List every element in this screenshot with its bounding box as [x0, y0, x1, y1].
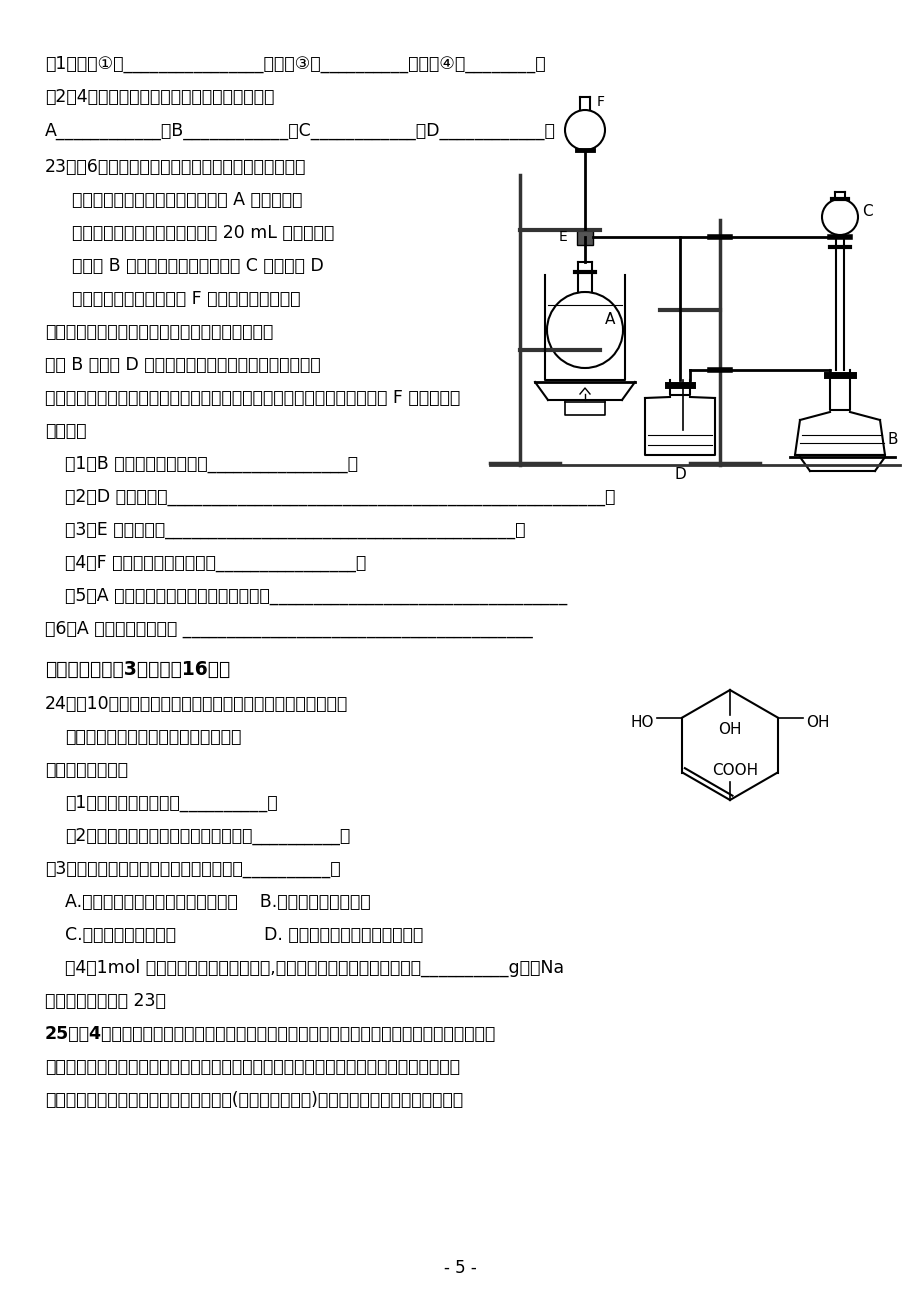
Text: （4）1mol 芙草酸与足量的金属销反应,理论上最多可以消耗销的质量为__________g。（Na: （4）1mol 芙草酸与足量的金属销反应,理论上最多可以消耗销的质量为_____…: [65, 959, 563, 978]
Bar: [576, 229, 593, 244]
Text: 流入 B 中，则 D 中导管口有气泡产生。此时水浴加热，: 流入 B 中，则 D 中导管口有气泡产生。此时水浴加热，: [45, 356, 321, 374]
Text: A.与酸性高锶酸锇溶液发生氧化反应    B.与溨水发生取代反应: A.与酸性高锶酸锇溶液发生氧化反应 B.与溨水发生取代反应: [65, 893, 370, 911]
Text: 锥形瓶 B 中盛放浓盐酸；分液漏斗 C 和广口瓶 D: 锥形瓶 B 中盛放浓盐酸；分液漏斗 C 和广口瓶 D: [72, 257, 323, 276]
Text: （3）E 管的作用是________________________________________；: （3）E 管的作用是______________________________…: [65, 521, 525, 540]
Text: 中分别盛浓硫酸；干燥管 F 中填满碱石灰；烧杆: 中分别盛浓硫酸；干燥管 F 中填满碱石灰；烧杆: [72, 290, 301, 308]
Text: HO: HO: [630, 715, 653, 731]
Text: （达菲）的原料。芙草酸的结构式如下: （达菲）的原料。芙草酸的结构式如下: [65, 728, 241, 746]
Text: （1）试剂①是________________，操作③是__________，试剂④为________；: （1）试剂①是________________，操作③是__________，试…: [45, 55, 545, 73]
Text: 玉米经深加工提炼出酒精，再与汽油按一定比例混合成乙醇汽油，在我国正得到广泛应用。: 玉米经深加工提炼出酒精，再与汽油按一定比例混合成乙醇汽油，在我国正得到广泛应用。: [45, 1058, 460, 1076]
Text: 发生化学反应。过几分钟，无水硫酸铜粉末由无色变为蓝色，生成的气体从 F 顶端逢出。: 发生化学反应。过几分钟，无水硫酸铜粉末由无色变为蓝色，生成的气体从 F 顶端逢出…: [45, 389, 460, 407]
Text: F: F: [596, 95, 605, 109]
Text: 制的无水硫酸铜粉末，并加入约 20 mL 无水乙醇；: 制的无水硫酸铜粉末，并加入约 20 mL 无水乙醇；: [72, 224, 334, 242]
Text: C: C: [861, 204, 872, 220]
Text: C.与醉酸发生酯化反应                D. 与氢氧化销溶液发生中和反应: C.与醉酸发生酯化反应 D. 与氢氧化销溶液发生中和反应: [65, 926, 423, 944]
Text: 的相对原子质量为 23）: 的相对原子质量为 23）: [45, 992, 165, 1010]
Text: COOH: COOH: [711, 763, 757, 777]
Text: - 5 -: - 5 -: [443, 1258, 476, 1277]
Text: （3）芙草酸不可能发生的化学反应类型是__________。: （3）芙草酸不可能发生的化学反应类型是__________。: [45, 861, 340, 878]
Text: 四．（本题包括3小题，全16分）: 四．（本题包括3小题，全16分）: [45, 660, 230, 679]
Text: 作水浴器。当打开分液漏斗的活塞后，由于浓硫酸: 作水浴器。当打开分液漏斗的活塞后，由于浓硫酸: [45, 322, 273, 341]
Text: 请回答以下问题：: 请回答以下问题：: [45, 760, 128, 779]
Text: （1）芙草酸的分子式为__________。: （1）芙草酸的分子式为__________。: [65, 794, 278, 812]
Text: 25、（4分）围绕能源的话题中，能源紧缺、替代能源、绳色能源等成为今年两会新的亮点。将: 25、（4分）围绕能源的话题中，能源紧缺、替代能源、绳色能源等成为今年两会新的亮…: [45, 1024, 495, 1043]
Text: （2）D 瓶的作用是__________________________________________________；: （2）D 瓶的作用是______________________________…: [65, 488, 615, 506]
Text: （2）芙草酸分子中含有的官能团的名称__________。: （2）芙草酸分子中含有的官能团的名称__________。: [65, 827, 350, 845]
Text: （1）B 逢出的主要气体名称________________；: （1）B 逢出的主要气体名称________________；: [65, 455, 357, 473]
Text: 23、（6分）右图是某化学课外活动小组设计的乙醇与: 23、（6分）右图是某化学课外活动小组设计的乙醇与: [45, 159, 306, 176]
Text: 24、（10分）芙草酸可从八角中提取，它是制取抗禽流感药物: 24、（10分）芙草酸可从八角中提取，它是制取抗禽流感药物: [45, 696, 348, 712]
Text: A: A: [605, 312, 615, 328]
Text: （5）A 瓶中无水硫酸铜粉末变蓝的原因是__________________________________: （5）A 瓶中无水硫酸铜粉末变蓝的原因是____________________…: [65, 588, 567, 604]
Text: OH: OH: [718, 722, 741, 737]
Text: B: B: [887, 433, 898, 447]
Text: E: E: [558, 230, 566, 244]
Text: （2）4支试管中分别盛的有机物的结构简式是：: （2）4支试管中分别盛的有机物的结构简式是：: [45, 88, 274, 107]
Text: A____________，B____________，C____________，D____________。: A____________，B____________，C___________…: [45, 122, 555, 140]
Text: OH: OH: [805, 715, 828, 731]
Text: 乙醇汽油有望成为新的替代能源。以玉米(主要成分为淠粉)为原料提炼酒精的过程可表示如: 乙醇汽油有望成为新的替代能源。以玉米(主要成分为淠粉)为原料提炼酒精的过程可表示…: [45, 1091, 462, 1109]
Text: 氢卧酸反应的实验装置图。在烧瓶 A 中放一些新: 氢卧酸反应的实验装置图。在烧瓶 A 中放一些新: [72, 191, 302, 209]
Text: （6）A 中发生的方程式： ________________________________________: （6）A 中发生的方程式： __________________________…: [45, 620, 532, 638]
Text: D: D: [674, 467, 686, 482]
Text: （4）F 管口点燃的气体分子式________________。: （4）F 管口点燃的气体分子式________________。: [65, 554, 366, 572]
Text: 试回答：: 试回答：: [45, 422, 86, 439]
